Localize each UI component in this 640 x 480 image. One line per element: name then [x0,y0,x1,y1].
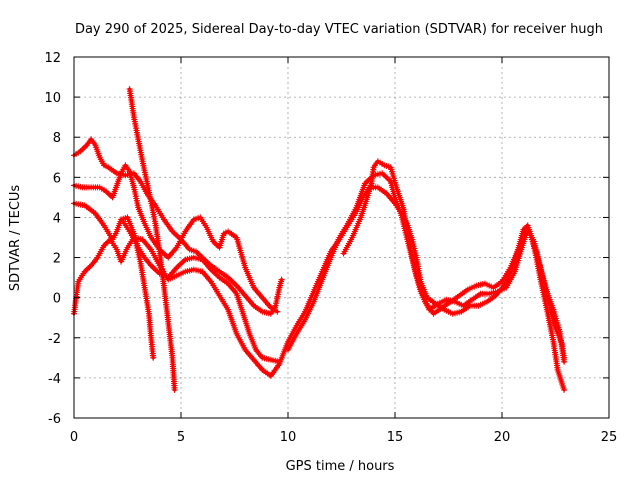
series-s5 [285,170,568,361]
series-markers [71,162,281,315]
y-tick-label: -6 [48,412,61,427]
series-layer [71,86,568,393]
x-tick-label: 5 [177,430,185,445]
plot-frame [73,56,610,419]
y-tick-label: -2 [48,332,61,347]
y-tick-label: 0 [53,292,61,307]
x-tick-label: 15 [387,430,404,445]
y-tick-label: -4 [48,372,61,387]
y-tick-label: 12 [44,51,61,66]
y-axis-label: SDTVAR / TECUs [8,185,23,292]
series-s6 [340,158,568,365]
y-tick-label: 2 [53,252,61,267]
y-tick-label: 4 [53,211,61,226]
y-tick-label: 6 [53,171,61,186]
series-markers [340,158,568,365]
x-tick-label: 10 [280,430,297,445]
series-s2 [71,162,281,315]
series-s8 [120,218,157,361]
series-markers [126,86,178,393]
y-tick-label: 8 [53,131,61,146]
series-trace [342,159,566,364]
x-axis-label: GPS time / hours [286,459,395,474]
x-tick-label: 25 [601,430,618,445]
y-tick-label: 10 [44,91,61,106]
series-markers [285,170,568,361]
series-markers [120,218,157,361]
chart-title: Day 290 of 2025, Sidereal Day-to-day VTE… [75,22,603,37]
x-tick-label: 0 [70,430,78,445]
x-tick-label: 20 [494,430,511,445]
series-s7 [126,86,178,393]
ticks: 0 5 10 15 20 25 -6 -4 -2 0 2 4 6 8 10 12 [44,51,617,445]
